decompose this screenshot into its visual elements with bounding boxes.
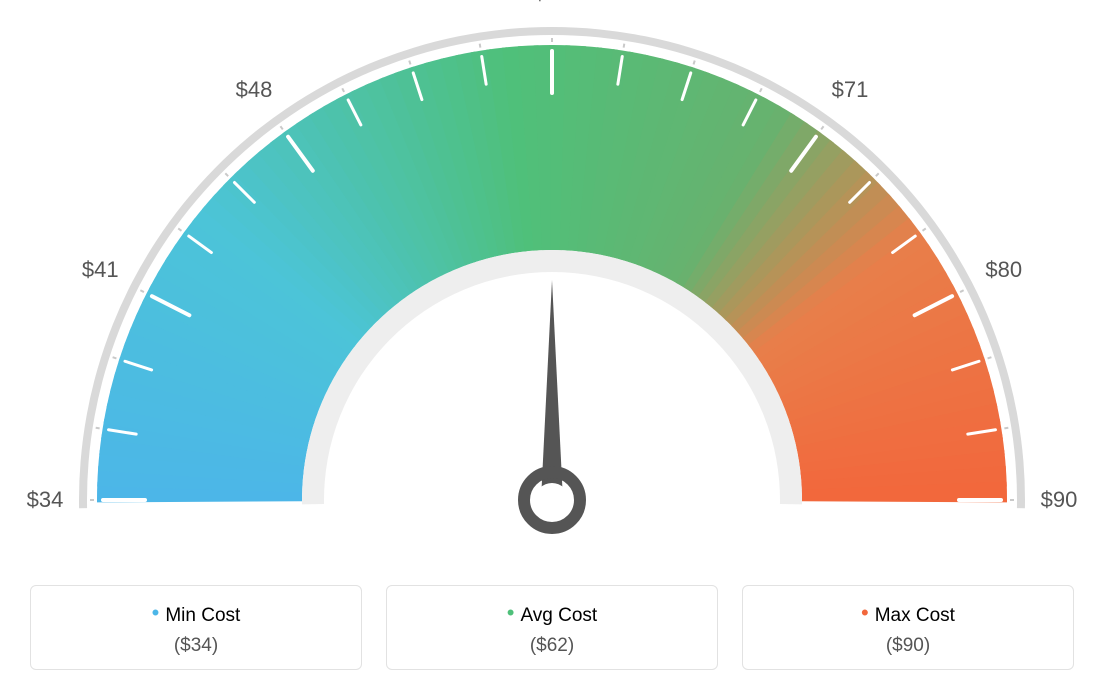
- dot-icon: •: [861, 600, 869, 625]
- gauge-tick-label: $41: [82, 257, 119, 283]
- legend-row: •Min Cost ($34) •Avg Cost ($62) •Max Cos…: [0, 585, 1104, 670]
- legend-value-max: ($90): [743, 635, 1073, 657]
- gauge-tick-label: $34: [27, 487, 64, 513]
- legend-label-min: Min Cost: [165, 605, 240, 626]
- legend-card-min: •Min Cost ($34): [30, 585, 362, 670]
- gauge-area: $34 $41 $48 $62 $71 $80 $90: [0, 0, 1104, 560]
- gauge-chart-container: $34$41$48$62$71$80$90 •Min Cost ($34) •A…: [0, 0, 1104, 690]
- legend-card-max: • Max Cost ($90): [742, 585, 1074, 670]
- legend-label-avg: Avg Cost: [520, 605, 597, 626]
- legend-value-min: ($34): [31, 635, 361, 657]
- gauge-tick-label: $90: [1041, 487, 1078, 513]
- legend-card-avg: •Avg Cost ($62): [386, 585, 718, 670]
- dot-icon: •: [507, 600, 515, 625]
- gauge-svg: [0, 0, 1104, 560]
- gauge-tick-label: $71: [832, 77, 869, 103]
- legend-title-min: •Min Cost: [31, 600, 361, 627]
- dot-icon: •: [152, 600, 160, 625]
- legend-title-avg: •Avg Cost: [387, 600, 717, 627]
- legend-value-avg: ($62): [387, 635, 717, 657]
- legend-label-max: Max Cost: [875, 605, 955, 626]
- gauge-tick-label: $48: [236, 77, 273, 103]
- gauge-tick-label: $62: [534, 0, 571, 6]
- gauge-tick-label: $80: [985, 257, 1022, 283]
- legend-title-max: • Max Cost: [743, 600, 1073, 627]
